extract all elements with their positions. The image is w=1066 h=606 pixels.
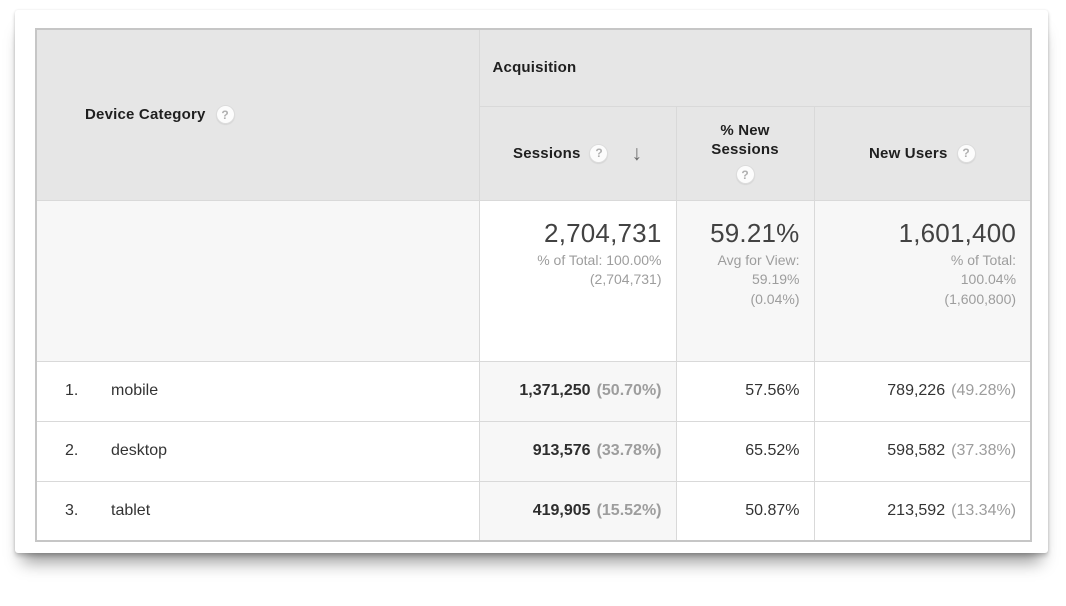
new-users-value: 598,582 (887, 442, 946, 459)
new-users-label: New Users (869, 144, 948, 162)
column-header-device-category[interactable]: Device Category ? (35, 28, 480, 201)
dimension-cell: 2. desktop (35, 420, 480, 482)
new-sessions-cell: 65.52% (675, 420, 815, 482)
row-rank: 2. (65, 442, 79, 459)
sessions-cell: 419,905 (15.52%) (478, 480, 677, 542)
new-users-value: 789,226 (887, 382, 946, 399)
row-rank: 3. (65, 501, 79, 519)
sessions-percent: (50.70%) (596, 382, 662, 399)
new-users-cell: 598,582 (37.38%) (813, 420, 1032, 482)
device-category-label: Device Category (85, 106, 206, 124)
row-rank: 1. (65, 382, 79, 399)
new-sessions-label: % New Sessions (711, 121, 779, 158)
sessions-total-detail: % of Total: 100.00% (2,704,731) (537, 251, 662, 288)
new-users-value: 213,592 (887, 501, 946, 519)
sessions-value: 913,576 (532, 442, 591, 459)
acquisition-label: Acquisition (492, 58, 577, 76)
summary-row: 2,704,731 % of Total: 100.00% (2,704,731)… (35, 199, 1032, 362)
new-sessions-cell: 50.87% (675, 480, 815, 542)
new-users-cell: 213,592 (13.34%) (813, 480, 1032, 542)
screenshot-card: Device Category ? Acquisition Sessions ?… (15, 10, 1048, 553)
new-sessions-average-detail: Avg for View: 59.19% (0.04%) (717, 251, 800, 307)
table-row-mobile: 1. mobile 1,371,250 (50.70%) 57.56% 789,22… (35, 360, 1032, 422)
new-sessions-value: 57.56% (745, 382, 800, 399)
help-icon[interactable]: ? (589, 143, 609, 163)
device-name: mobile (111, 382, 159, 399)
summary-new-sessions-cell: 59.21% Avg for View: 59.19% (0.04%) (675, 199, 815, 362)
new-users-percent: (49.28%) (951, 382, 1017, 399)
analytics-table: Device Category ? Acquisition Sessions ?… (35, 28, 1033, 542)
new-users-percent: (13.34%) (951, 501, 1017, 519)
summary-new-users-cell: 1,601,400 % of Total: 100.04% (1,600,800) (813, 199, 1032, 362)
new-sessions-value: 50.87% (745, 501, 800, 519)
device-name: desktop (111, 442, 168, 459)
sort-descending-icon[interactable]: ↓ (631, 141, 642, 165)
column-header-sessions[interactable]: Sessions ? ↓ (478, 105, 677, 201)
help-icon[interactable]: ? (956, 143, 976, 163)
summary-dimension-cell (35, 199, 480, 362)
help-icon[interactable]: ? (215, 105, 235, 125)
sessions-cell: 913,576 (33.78%) (478, 420, 677, 482)
sessions-cell: 1,371,250 (50.70%) (478, 360, 677, 422)
sessions-total: 2,704,731 (544, 217, 662, 248)
sessions-value: 419,905 (532, 501, 591, 519)
new-users-total: 1,601,400 (898, 217, 1017, 248)
new-sessions-cell: 57.56% (675, 360, 815, 422)
new-sessions-value: 65.52% (745, 442, 800, 459)
summary-sessions-cell: 2,704,731 % of Total: 100.00% (2,704,731) (478, 199, 677, 362)
column-header-new-users[interactable]: New Users ? (813, 105, 1032, 201)
sessions-percent: (15.52%) (596, 501, 662, 519)
sessions-label: Sessions (513, 144, 581, 162)
dimension-cell: 3. tablet (35, 480, 480, 542)
group-header-acquisition: Acquisition (478, 28, 1032, 107)
new-users-percent: (37.38%) (951, 442, 1017, 459)
new-users-cell: 789,226 (49.28%) (813, 360, 1032, 422)
column-header-new-sessions[interactable]: % New Sessions ? (675, 105, 815, 201)
table-row-tablet: 3. tablet 419,905 (15.52%) 50.87% 213,592 (… (35, 480, 1032, 542)
sessions-value: 1,371,250 (519, 382, 591, 399)
device-name: tablet (111, 501, 151, 519)
help-icon[interactable]: ? (735, 165, 755, 185)
table-row-desktop: 2. desktop 913,576 (33.78%) 65.52% 598,582… (35, 420, 1032, 482)
new-sessions-average: 59.21% (710, 217, 800, 248)
sessions-percent: (33.78%) (596, 442, 662, 459)
new-users-total-detail: % of Total: 100.04% (1,600,800) (944, 251, 1017, 307)
dimension-cell: 1. mobile (35, 360, 480, 422)
